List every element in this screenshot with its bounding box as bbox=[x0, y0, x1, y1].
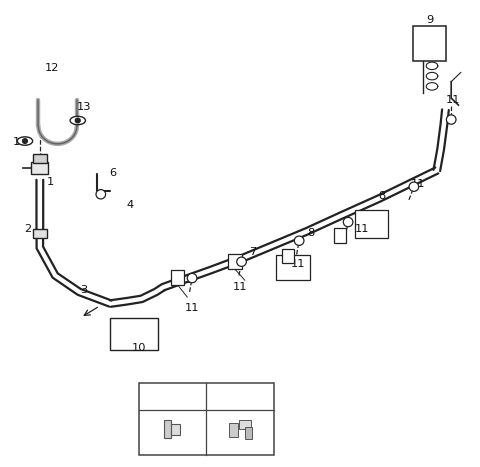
Bar bbox=[33, 154, 47, 163]
Text: 13: 13 bbox=[13, 137, 27, 148]
Bar bbox=[245, 427, 252, 439]
Bar bbox=[171, 269, 184, 285]
Circle shape bbox=[187, 273, 197, 283]
Text: 9: 9 bbox=[426, 14, 433, 25]
Text: 11: 11 bbox=[445, 95, 460, 106]
Bar bbox=[31, 162, 48, 174]
Bar bbox=[282, 248, 294, 263]
Ellipse shape bbox=[70, 116, 85, 125]
Bar bbox=[164, 420, 171, 438]
Circle shape bbox=[446, 115, 456, 124]
Text: 7: 7 bbox=[249, 247, 257, 257]
Circle shape bbox=[23, 139, 27, 143]
Text: 15: 15 bbox=[232, 390, 248, 403]
Text: 8: 8 bbox=[378, 191, 385, 201]
Bar bbox=[171, 424, 180, 435]
Circle shape bbox=[96, 190, 106, 199]
Text: 1: 1 bbox=[47, 177, 54, 187]
Text: 12: 12 bbox=[45, 63, 59, 73]
Bar bbox=[276, 255, 310, 280]
Text: 11: 11 bbox=[410, 179, 425, 190]
Text: 4: 4 bbox=[126, 200, 133, 211]
Text: 5: 5 bbox=[186, 275, 193, 285]
Text: 3: 3 bbox=[80, 284, 88, 295]
Bar bbox=[33, 229, 47, 238]
Text: 11: 11 bbox=[290, 259, 305, 269]
Text: 11: 11 bbox=[233, 282, 247, 292]
Bar bbox=[229, 423, 238, 437]
Bar bbox=[413, 26, 446, 61]
Bar bbox=[228, 254, 242, 269]
Circle shape bbox=[343, 217, 353, 226]
Circle shape bbox=[294, 236, 304, 245]
Text: 6: 6 bbox=[109, 168, 116, 178]
Text: 10: 10 bbox=[132, 343, 146, 353]
Bar bbox=[355, 210, 388, 238]
Bar bbox=[239, 420, 251, 429]
Text: 14: 14 bbox=[165, 390, 180, 403]
Text: 13: 13 bbox=[77, 102, 91, 113]
Text: 8: 8 bbox=[307, 228, 315, 239]
Circle shape bbox=[237, 257, 246, 266]
Circle shape bbox=[75, 118, 80, 123]
Bar bbox=[110, 318, 158, 350]
Text: 2: 2 bbox=[24, 224, 31, 234]
Ellipse shape bbox=[17, 137, 33, 145]
Text: 11: 11 bbox=[185, 303, 199, 313]
Circle shape bbox=[409, 182, 419, 191]
Text: 11: 11 bbox=[355, 224, 370, 234]
Bar bbox=[139, 383, 274, 455]
Bar bbox=[334, 228, 346, 243]
